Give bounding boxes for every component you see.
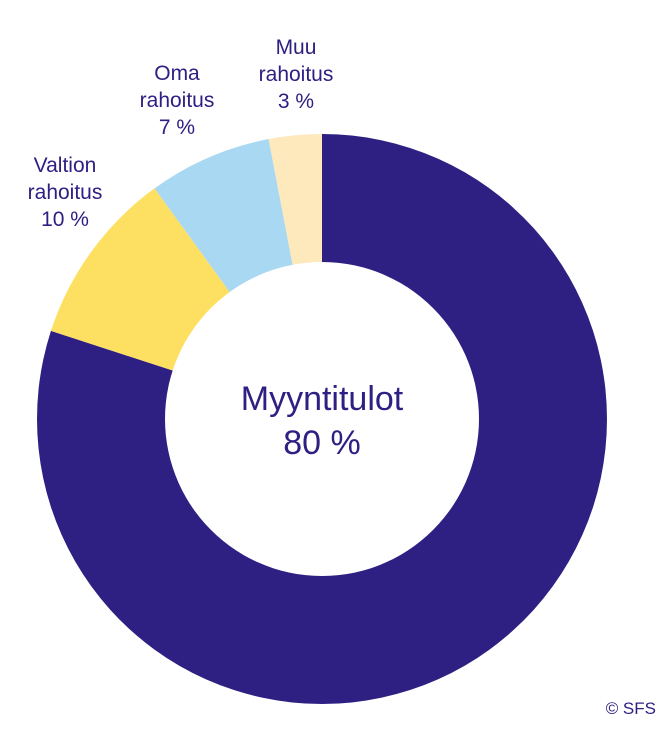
- slice-label-line: Valtion: [34, 154, 97, 177]
- slice-label-line: Myyntitulot: [241, 380, 404, 418]
- slice-label-myyntitulot: Myyntitulot 80 %: [241, 380, 404, 462]
- slice-label-line: 7 %: [159, 116, 195, 139]
- slice-label-oma: Oma rahoitus 7 %: [140, 62, 215, 139]
- slice-label-line: Oma: [154, 62, 200, 85]
- slice-label-muu: Muu rahoitus 3 %: [259, 36, 334, 113]
- copyright-text: © SFS: [605, 699, 656, 718]
- slice-label-line: rahoitus: [140, 89, 215, 112]
- donut-slices: [36, 134, 607, 704]
- slice-label-line: Muu: [276, 36, 317, 59]
- slice-label-line: rahoitus: [259, 63, 334, 86]
- slice-label-line: 80 %: [283, 424, 361, 462]
- slice-muu: [268, 134, 322, 265]
- slice-label-valtion: Valtion rahoitus 10 %: [28, 154, 103, 231]
- slice-labels: Myyntitulot 80 % Valtion rahoitus 10 % Oma rah…: [28, 36, 404, 462]
- slice-label-line: 10 %: [41, 208, 89, 231]
- slice-label-line: 3 %: [278, 90, 314, 113]
- slice-oma: [154, 139, 293, 292]
- slice-label-line: rahoitus: [28, 181, 103, 204]
- slice-myyntitulot: [36, 134, 607, 704]
- slice-valtion: [50, 188, 230, 371]
